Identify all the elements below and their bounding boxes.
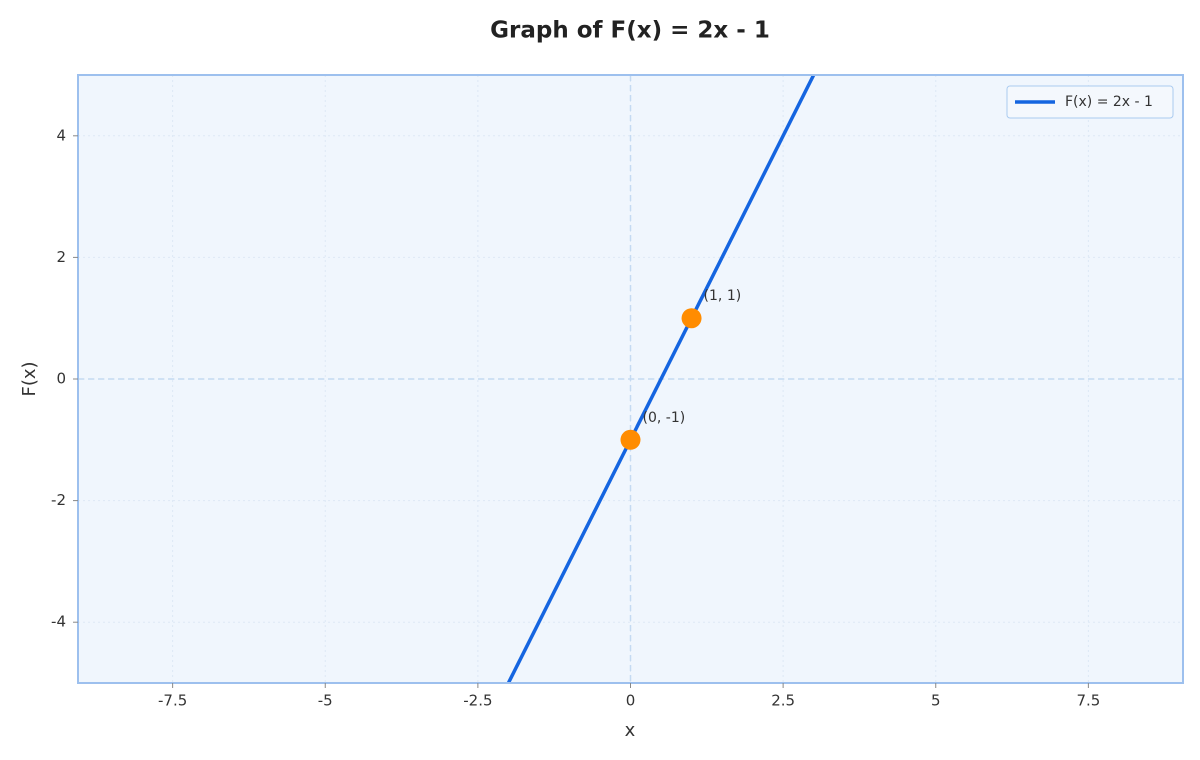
y-axis-label: F(x)	[19, 361, 40, 396]
series-line	[506, 75, 816, 683]
x-axis-label: x	[625, 720, 636, 741]
x-tick-label: -2.5	[463, 692, 492, 710]
x-tick-label: 2.5	[771, 692, 795, 710]
x-tick-label: -7.5	[158, 692, 187, 710]
x-tick-label: 7.5	[1076, 692, 1100, 710]
y-tick-label: -2	[51, 491, 66, 509]
point-label: (0, -1)	[643, 410, 686, 426]
x-tick-label: 0	[626, 692, 636, 710]
point	[620, 429, 641, 450]
x-tick-label: 5	[931, 692, 941, 710]
point-label: (1, 1)	[704, 288, 742, 304]
x-tick-label: -5	[318, 692, 333, 710]
chart-title: Graph of F(x) = 2x - 1	[490, 18, 770, 44]
y-tick-label: -4	[51, 613, 66, 631]
y-tick-label: 2	[56, 248, 66, 266]
y-tick-label: 4	[56, 126, 66, 144]
point	[681, 308, 702, 329]
legend-box	[1006, 85, 1174, 119]
legend-text: F(x) = 2x - 1	[1065, 94, 1153, 110]
y-tick-label: 0	[56, 370, 66, 388]
